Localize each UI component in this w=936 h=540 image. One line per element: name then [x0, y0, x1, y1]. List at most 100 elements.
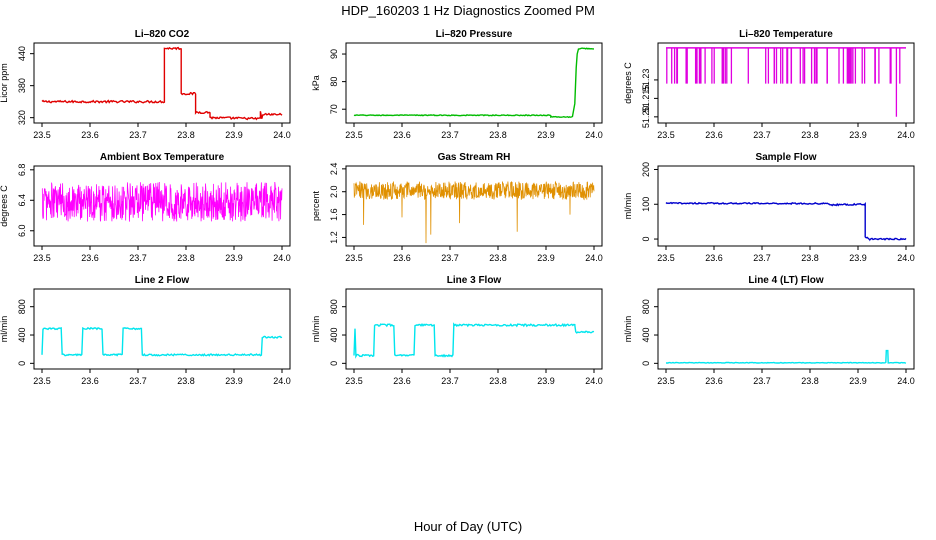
- x-tick-label: 23.9: [849, 376, 867, 386]
- x-tick-label: 23.6: [393, 253, 411, 263]
- x-tick-label: 23.8: [489, 130, 507, 140]
- x-tick-label: 23.5: [33, 376, 51, 386]
- x-tick-label: 23.5: [657, 376, 675, 386]
- x-tick-label: 23.8: [801, 130, 819, 140]
- x-tick-label: 23.6: [81, 253, 99, 263]
- x-tick-label: 23.8: [801, 376, 819, 386]
- x-tick-label: 23.5: [657, 253, 675, 263]
- x-tick-label: 23.9: [537, 130, 555, 140]
- series-line: [353, 322, 595, 359]
- y-tick-label: 51.23: [641, 69, 651, 92]
- y-tick-label: 2.0: [329, 185, 339, 198]
- x-tick-label: 23.5: [33, 253, 51, 263]
- x-tick-label: 23.7: [129, 376, 147, 386]
- chart-panel: Li–820 Pressure kPa 23.5 23.6 23.7 23.8 23.9 24…: [311, 29, 603, 140]
- series-line: [665, 349, 907, 364]
- x-tick-label: 23.5: [345, 253, 363, 263]
- x-tick-label: 23.9: [225, 130, 243, 140]
- x-tick-label: 23.7: [753, 130, 771, 140]
- chart-panel: Li–820 CO2 Licor ppm 23.5 23.6 23.7 23.8 23.9 2…: [0, 29, 291, 140]
- x-tick-label: 23.7: [441, 130, 459, 140]
- panel-title: Line 4 (LT) Flow: [748, 275, 824, 286]
- chart-panel: Li–820 Temperature degrees C 23.5 23.6 23.7 2…: [623, 29, 915, 140]
- y-axis-label: ml/min: [623, 316, 633, 343]
- chart-panel: Gas Stream RH percent 23.5 23.6 23.7 23.8 23.9…: [311, 152, 603, 263]
- y-tick-label: 800: [329, 299, 339, 314]
- plot-frame: [33, 42, 291, 124]
- plot-frame: [345, 165, 603, 247]
- plot-frame: [33, 288, 291, 370]
- panel-title: Li–820 CO2: [135, 29, 190, 40]
- x-tick-label: 23.6: [81, 130, 99, 140]
- y-tick-label: 0: [17, 361, 27, 366]
- x-tick-label: 23.7: [753, 376, 771, 386]
- figure-title: HDP_160203 1 Hz Diagnostics Zoomed PM: [341, 3, 595, 18]
- chart-panel: Line 2 Flow ml/min 23.5 23.6 23.7 23.8 23.9 24.…: [0, 275, 291, 386]
- y-tick-label: 800: [17, 299, 27, 314]
- x-tick-label: 23.8: [177, 376, 195, 386]
- x-tick-label: 23.8: [489, 253, 507, 263]
- panel-title: Ambient Box Temperature: [100, 152, 225, 163]
- series-spikes: [666, 47, 901, 117]
- chart-panel: Sample Flow ml/min 23.5 23.6 23.7 23.8 23.9 24.…: [623, 152, 915, 263]
- plot-frame: [33, 165, 291, 247]
- figure-xlabel: Hour of Day (UTC): [414, 519, 522, 534]
- x-tick-label: 23.7: [441, 376, 459, 386]
- x-tick-label: 23.8: [801, 253, 819, 263]
- y-axis-label: ml/min: [0, 316, 9, 343]
- y-tick-label: 6.0: [17, 225, 27, 238]
- series-line: [41, 46, 283, 121]
- y-tick-label: 51.20: [641, 106, 651, 129]
- x-tick-label: 23.6: [393, 130, 411, 140]
- y-tick-label: 380: [17, 78, 27, 93]
- x-tick-label: 24.0: [585, 253, 603, 263]
- y-tick-label: 51.215: [641, 85, 651, 113]
- chart-panel: Line 3 Flow ml/min 23.5 23.6 23.7 23.8 23.9 24.…: [311, 275, 603, 386]
- x-tick-label: 24.0: [585, 376, 603, 386]
- x-tick-label: 23.6: [705, 130, 723, 140]
- plot-frame: [657, 165, 915, 247]
- x-tick-label: 23.7: [129, 130, 147, 140]
- y-tick-label: 70: [329, 104, 339, 114]
- y-tick-label: 90: [329, 49, 339, 59]
- x-tick-label: 24.0: [585, 130, 603, 140]
- x-tick-label: 23.7: [441, 253, 459, 263]
- plot-frame: [345, 42, 603, 124]
- y-axis-label: percent: [311, 190, 321, 221]
- x-tick-label: 23.9: [537, 253, 555, 263]
- y-tick-label: 200: [641, 162, 651, 177]
- y-tick-label: 2.4: [329, 163, 339, 176]
- y-tick-label: 100: [641, 197, 651, 212]
- x-tick-label: 23.6: [393, 376, 411, 386]
- plot-frame: [657, 42, 915, 124]
- y-tick-label: 0: [641, 361, 651, 366]
- x-tick-label: 23.8: [489, 376, 507, 386]
- plot-frame: [657, 288, 915, 370]
- plot-frame: [345, 288, 603, 370]
- series-line: [665, 201, 907, 242]
- x-tick-label: 23.7: [753, 253, 771, 263]
- y-tick-label: 400: [641, 328, 651, 343]
- x-tick-label: 23.7: [129, 253, 147, 263]
- panels: Li–820 CO2 Licor ppm 23.5 23.6 23.7 23.8 23.9 2…: [0, 29, 915, 386]
- series-line: [353, 47, 594, 119]
- x-tick-label: 23.9: [225, 376, 243, 386]
- x-tick-label: 23.8: [177, 130, 195, 140]
- x-tick-label: 23.5: [345, 376, 363, 386]
- x-tick-label: 24.0: [273, 130, 291, 140]
- y-tick-label: 1.2: [329, 231, 339, 244]
- x-tick-label: 23.6: [81, 376, 99, 386]
- x-tick-label: 24.0: [897, 376, 915, 386]
- y-axis-label: ml/min: [623, 193, 633, 220]
- y-tick-label: 320: [17, 110, 27, 125]
- panel-title: Li–820 Temperature: [739, 29, 833, 40]
- x-tick-label: 23.9: [225, 253, 243, 263]
- y-tick-label: 6.4: [17, 194, 27, 207]
- x-tick-label: 24.0: [897, 130, 915, 140]
- y-axis-label: kPa: [311, 75, 321, 91]
- x-tick-label: 23.5: [345, 130, 363, 140]
- panel-title: Gas Stream RH: [438, 152, 511, 163]
- y-axis-label: ml/min: [311, 316, 321, 343]
- x-tick-label: 24.0: [897, 253, 915, 263]
- x-tick-label: 23.6: [705, 376, 723, 386]
